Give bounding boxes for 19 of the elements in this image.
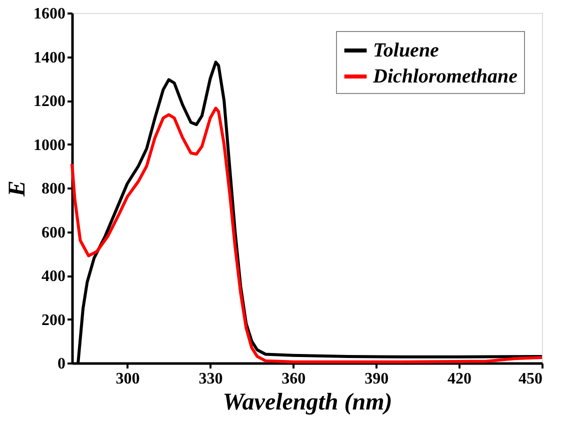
- y-tick-label: 0: [58, 356, 66, 372]
- y-tick-label: 1400: [34, 49, 66, 66]
- x-tick-label: 390: [364, 370, 389, 388]
- x-tick-label: 420: [448, 370, 472, 388]
- x-tick-label: 330: [198, 370, 223, 388]
- legend-label: Dichloromethane: [372, 66, 518, 88]
- x-axis-title: Wavelength (nm): [222, 390, 392, 416]
- y-tick-label: 1600: [34, 6, 66, 22]
- legend-label: Toluene: [373, 40, 440, 62]
- y-tick-label: 1200: [34, 93, 66, 110]
- y-tick-label: 600: [42, 224, 66, 242]
- x-tick-label: 300: [116, 370, 140, 388]
- y-tick-label: 800: [42, 180, 66, 198]
- y-tick-label: 1000: [34, 136, 66, 154]
- x-tick-label: 360: [282, 370, 306, 388]
- y-tick-label: 200: [42, 312, 66, 329]
- x-tick-label: 450: [518, 370, 542, 388]
- y-tick-label: 400: [42, 268, 66, 285]
- y-axis-title: E: [4, 180, 30, 198]
